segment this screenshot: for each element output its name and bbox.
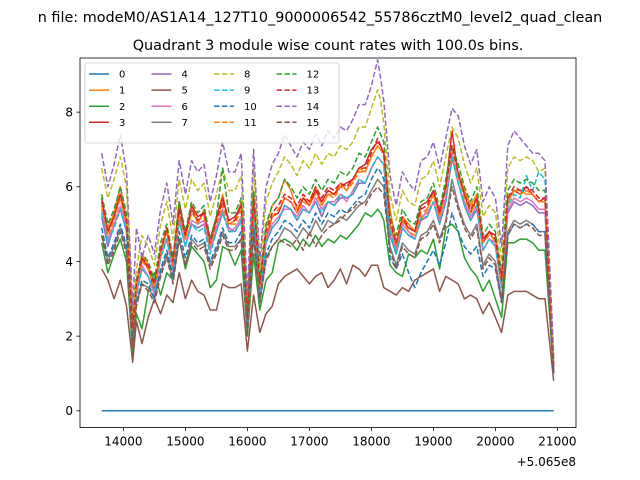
figure-suptitle: n file: modeM0/AS1A14_127T10_9000006542_…	[38, 10, 603, 26]
x-tick-label: 21000	[538, 435, 576, 449]
series-line-10	[100, 167, 555, 374]
x-axis: 14000 15000 16000 17000 18000 19000 20000 21000	[104, 427, 576, 449]
legend-label-15: 15	[307, 118, 320, 129]
x-offset-label: +5.065e8	[517, 455, 576, 469]
x-tick-label: 19000	[414, 435, 452, 449]
y-tick-label: 0	[65, 404, 73, 418]
legend-label-3: 3	[119, 118, 125, 129]
legend-label-1: 1	[119, 86, 125, 97]
legend-label-12: 12	[307, 70, 320, 81]
legend-label-11: 11	[244, 118, 257, 129]
legend-label-7: 7	[182, 118, 188, 129]
series-line-13	[100, 137, 555, 367]
x-tick-label: 17000	[290, 435, 328, 449]
legend-box	[84, 62, 340, 144]
y-tick-label: 6	[65, 180, 73, 194]
legend-label-0: 0	[119, 70, 125, 81]
plot-frame	[79, 57, 577, 429]
y-tick-label: 4	[65, 255, 73, 269]
series-line-15	[100, 186, 555, 374]
x-tick-label: 18000	[352, 435, 390, 449]
legend-label-8: 8	[244, 70, 250, 81]
legend-label-6: 6	[182, 102, 188, 113]
x-tick-label: 15000	[166, 435, 204, 449]
legend-label-5: 5	[182, 86, 188, 97]
legend-label-4: 4	[182, 70, 188, 81]
legend-label-9: 9	[244, 86, 250, 97]
x-tick-label: 16000	[228, 435, 266, 449]
x-tick-label: 20000	[476, 435, 514, 449]
legend-label-14: 14	[307, 102, 320, 113]
x-tick-label: 14000	[104, 435, 142, 449]
y-tick-label: 8	[65, 105, 73, 119]
series-line-5	[101, 264, 555, 382]
y-axis: 0 2 4 6 8	[65, 105, 80, 418]
legend-label-10: 10	[244, 102, 257, 113]
legend-label-13: 13	[307, 86, 320, 97]
y-tick-label: 2	[65, 329, 73, 343]
series-line-2	[100, 208, 555, 374]
chart-title: Quadrant 3 module wise count rates with …	[133, 38, 524, 54]
legend-label-2: 2	[119, 102, 125, 113]
